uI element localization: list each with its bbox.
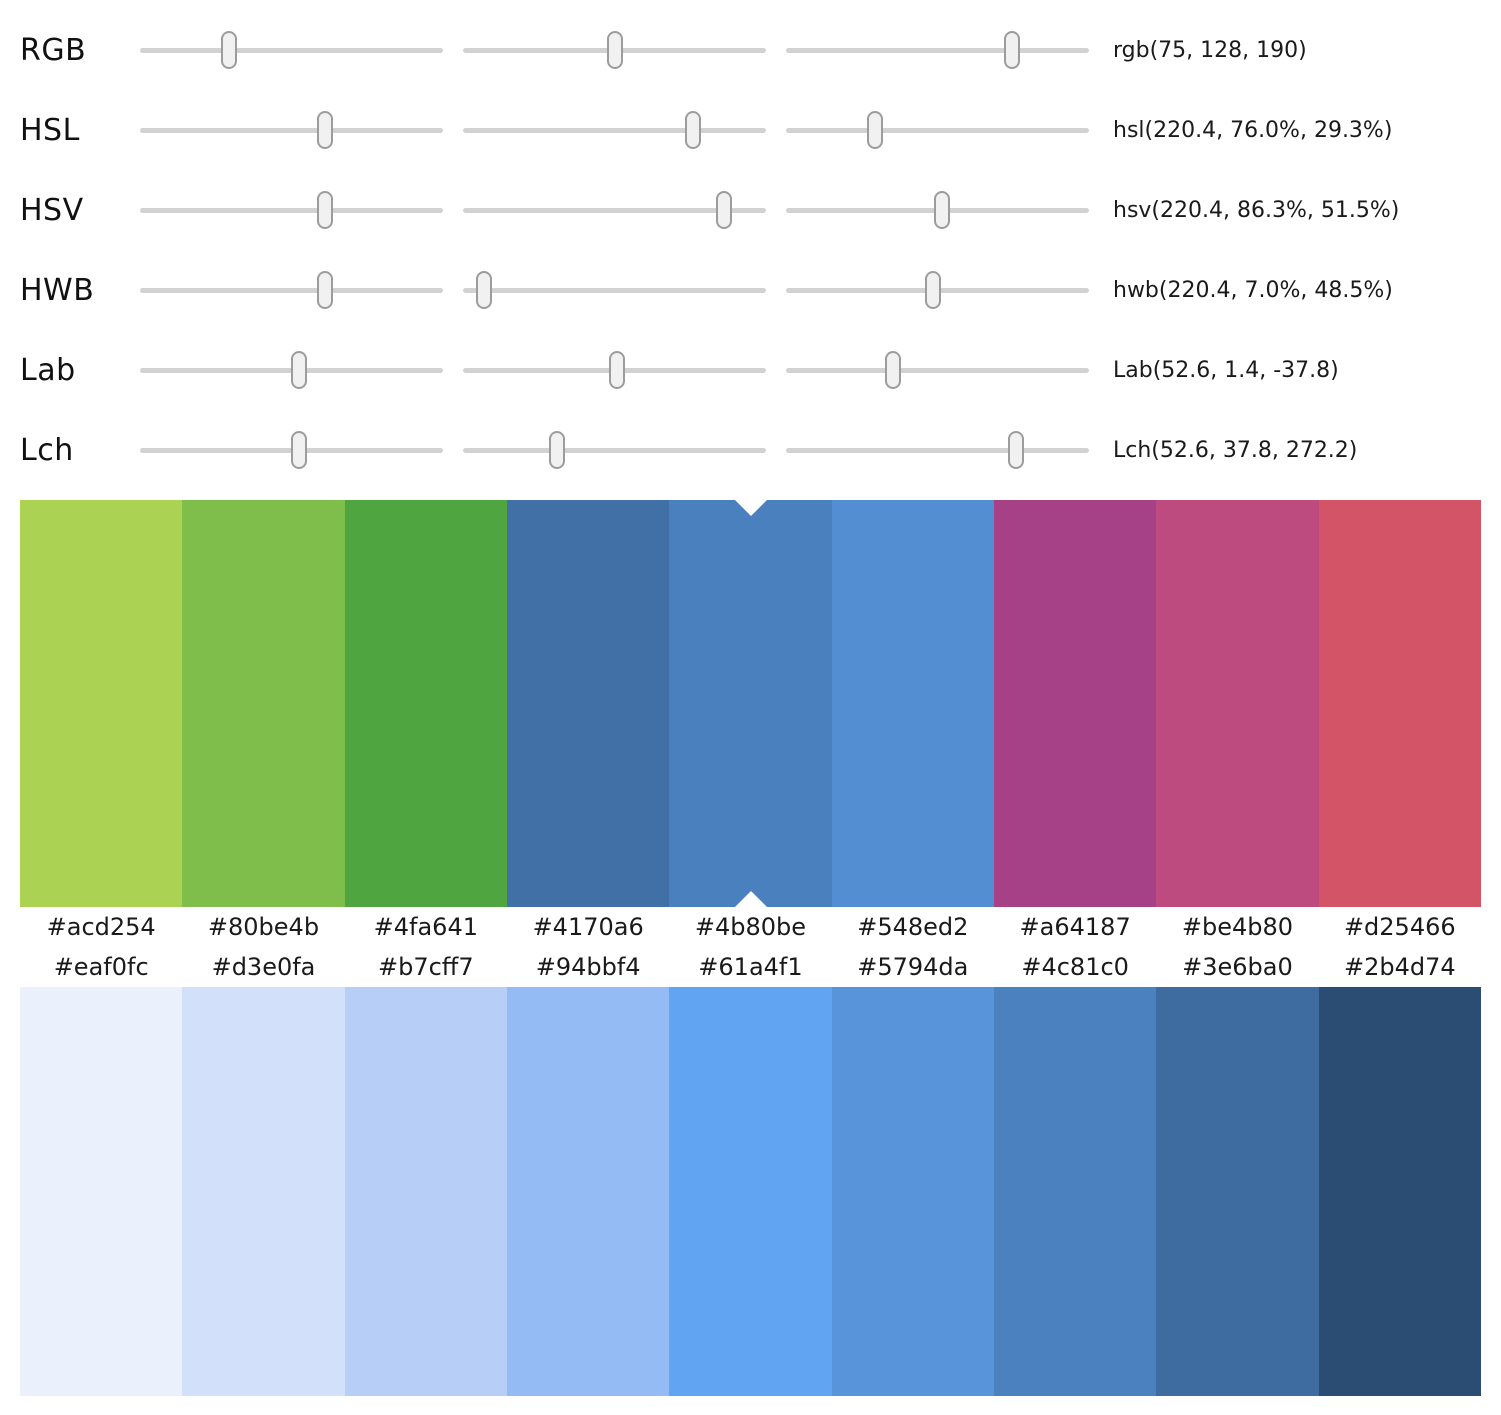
- hsv-value-text: hsv(220.4, 86.3%, 51.5%): [1113, 197, 1400, 223]
- lch-c-slider-track[interactable]: [463, 431, 766, 469]
- rgb-value-text: rgb(75, 128, 190): [1113, 37, 1307, 63]
- lab-l-slider-track[interactable]: [140, 351, 443, 389]
- hue-swatch-0[interactable]: [20, 500, 183, 907]
- lab-value-text: Lab(52.6, 1.4, -37.8): [1113, 357, 1339, 383]
- slider-row-lab: Lab Lab(52.6, 1.4, -37.8): [0, 330, 1501, 410]
- hue-swatch-1[interactable]: [182, 500, 345, 907]
- rgb-r-slider-track[interactable]: [140, 31, 443, 69]
- lab-a-slider-track[interactable]: [463, 351, 766, 389]
- hsv-h-slider-track[interactable]: [140, 191, 443, 229]
- lightness-swatch-2[interactable]: [344, 987, 507, 1396]
- lightness-swatch-6[interactable]: [993, 987, 1157, 1396]
- rgb-b-slider-track[interactable]: [786, 31, 1089, 69]
- hsl-value-text: hsl(220.4, 76.0%, 29.3%): [1113, 117, 1393, 143]
- colorspace-label-hsv: HSV: [20, 192, 84, 228]
- hsl-h-slider-track[interactable]: [140, 111, 443, 149]
- hex-label: #b7cff7: [378, 953, 474, 981]
- lightness-swatch-0[interactable]: [20, 987, 183, 1396]
- slider-row-hwb: HWB hwb(220.4, 7.0%, 48.5%): [0, 250, 1501, 330]
- slider-row-lch: Lch Lch(52.6, 37.8, 272.2): [0, 410, 1501, 490]
- hwb-b-slider-track[interactable]: [786, 271, 1089, 309]
- hex-label: #eaf0fc: [53, 953, 149, 981]
- hsl-l-slider-handle[interactable]: [866, 111, 883, 149]
- hue-swatch-6[interactable]: [993, 500, 1157, 907]
- hex-label: #acd254: [46, 913, 156, 941]
- hue-swatch-7[interactable]: [1156, 500, 1319, 907]
- selected-swatch-marker-top-icon: [734, 500, 767, 516]
- hex-label: #4170a6: [532, 913, 644, 941]
- hex-label: #2b4d74: [1343, 953, 1456, 981]
- hsl-h-slider-handle[interactable]: [317, 111, 334, 149]
- hex-label: #94bbf4: [535, 953, 641, 981]
- hex-label: #a64187: [1019, 913, 1131, 941]
- lightness-hex-labels-row: #eaf0fc #d3e0fa #b7cff7 #94bbf4 #61a4f1 …: [20, 947, 1481, 987]
- rgb-r-slider-handle[interactable]: [221, 31, 238, 69]
- hex-label: #548ed2: [857, 913, 969, 941]
- colorspace-label-lch: Lch: [20, 432, 74, 468]
- lab-b-slider-track[interactable]: [786, 351, 1089, 389]
- hex-label: #be4b80: [1181, 913, 1294, 941]
- lightness-swatch-3[interactable]: [506, 987, 670, 1396]
- lightness-swatch-1[interactable]: [182, 987, 345, 1396]
- hwb-h-slider-track[interactable]: [140, 271, 443, 309]
- hue-hex-labels-row: #acd254 #80be4b #4fa641 #4170a6 #4b80be …: [20, 907, 1481, 947]
- lch-l-slider-track[interactable]: [140, 431, 443, 469]
- hue-swatch-2[interactable]: [344, 500, 507, 907]
- hsv-s-slider-handle[interactable]: [716, 191, 733, 229]
- lch-l-slider-handle[interactable]: [291, 431, 308, 469]
- hex-label: #d25466: [1343, 913, 1456, 941]
- hwb-b-slider-handle[interactable]: [924, 271, 941, 309]
- colorspace-label-rgb: RGB: [20, 32, 87, 68]
- slider-row-rgb: RGB rgb(75, 128, 190): [0, 10, 1501, 90]
- lightness-palette: [20, 987, 1481, 1396]
- hwb-h-slider-handle[interactable]: [317, 271, 334, 309]
- lab-b-slider-handle[interactable]: [885, 351, 902, 389]
- hsv-v-slider-track[interactable]: [786, 191, 1089, 229]
- lch-value-text: Lch(52.6, 37.8, 272.2): [1113, 437, 1358, 463]
- hue-palette: [20, 500, 1481, 907]
- hue-swatch-3[interactable]: [506, 500, 670, 907]
- rgb-g-slider-track[interactable]: [463, 31, 766, 69]
- colorspace-label-lab: Lab: [20, 352, 76, 388]
- hue-swatch-8[interactable]: [1318, 500, 1481, 907]
- hsl-l-slider-track[interactable]: [786, 111, 1089, 149]
- rgb-b-slider-handle[interactable]: [1003, 31, 1020, 69]
- hsl-s-slider-track[interactable]: [463, 111, 766, 149]
- lightness-swatch-5[interactable]: [831, 987, 994, 1396]
- hwb-value-text: hwb(220.4, 7.0%, 48.5%): [1113, 277, 1393, 303]
- lightness-swatch-7[interactable]: [1156, 987, 1319, 1396]
- selected-swatch-marker-bottom-icon: [734, 891, 767, 907]
- colorspace-label-hsl: HSL: [20, 112, 80, 148]
- hsv-s-slider-track[interactable]: [463, 191, 766, 229]
- hex-label: #61a4f1: [698, 953, 803, 981]
- hsv-v-slider-handle[interactable]: [934, 191, 951, 229]
- hex-label: #5794da: [857, 953, 969, 981]
- hwb-w-slider-handle[interactable]: [476, 271, 493, 309]
- hex-label: #4b80be: [694, 913, 807, 941]
- lch-c-slider-handle[interactable]: [548, 431, 565, 469]
- lch-h-slider-handle[interactable]: [1008, 431, 1025, 469]
- hex-label: #4c81c0: [1021, 953, 1129, 981]
- hue-swatch-4-selected[interactable]: [669, 500, 832, 907]
- lightness-swatch-4[interactable]: [669, 987, 832, 1396]
- color-sliders-panel: RGB rgb(75, 128, 190) HSL hsl(220.4, 76.…: [0, 0, 1501, 490]
- lightness-swatch-8[interactable]: [1318, 987, 1481, 1396]
- hex-label: #4fa641: [373, 913, 478, 941]
- lch-h-slider-track[interactable]: [786, 431, 1089, 469]
- lab-l-slider-handle[interactable]: [291, 351, 308, 389]
- hsv-h-slider-handle[interactable]: [317, 191, 334, 229]
- hue-swatch-5[interactable]: [831, 500, 994, 907]
- rgb-g-slider-handle[interactable]: [607, 31, 624, 69]
- hex-label: #d3e0fa: [211, 953, 316, 981]
- hwb-w-slider-track[interactable]: [463, 271, 766, 309]
- hex-label: #80be4b: [207, 913, 320, 941]
- colorspace-label-hwb: HWB: [20, 272, 95, 308]
- hex-label: #3e6ba0: [1182, 953, 1293, 981]
- hsl-s-slider-handle[interactable]: [685, 111, 702, 149]
- slider-row-hsv: HSV hsv(220.4, 86.3%, 51.5%): [0, 170, 1501, 250]
- lab-a-slider-handle[interactable]: [608, 351, 625, 389]
- slider-row-hsl: HSL hsl(220.4, 76.0%, 29.3%): [0, 90, 1501, 170]
